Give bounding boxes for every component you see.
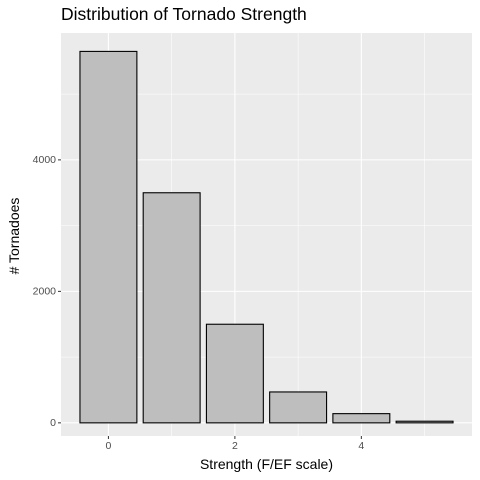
chart-title: Distribution of Tornado Strength — [61, 4, 307, 24]
bar-4 — [332, 413, 391, 424]
bars — [79, 50, 454, 424]
bar-0 — [79, 50, 138, 424]
x-tick-label: 4 — [358, 440, 364, 452]
y-tick-label: 2000 — [33, 285, 57, 297]
x-axis-title: Strength (F/EF scale) — [199, 456, 334, 472]
bar-3 — [269, 391, 328, 424]
y-axis-title: # Tornadoes — [6, 197, 22, 275]
y-tick-label: 0 — [50, 417, 56, 429]
y-tick-label: 4000 — [33, 154, 57, 166]
y-axis: 0 2000 4000 — [33, 154, 61, 429]
x-tick-label: 2 — [232, 440, 238, 452]
x-tick-label: 0 — [106, 440, 112, 452]
x-axis: 0 2 4 — [106, 436, 364, 452]
bar-5 — [395, 420, 454, 424]
bar-2 — [205, 323, 264, 424]
bar-1 — [142, 192, 201, 424]
